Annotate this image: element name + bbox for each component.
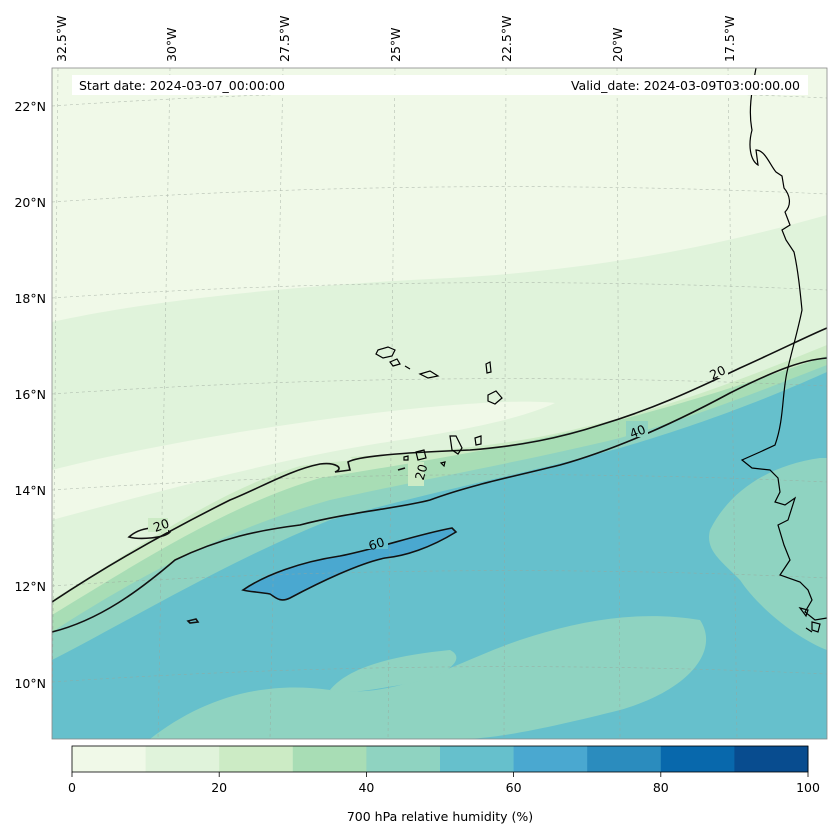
contour-labels: 20 20 20 40 60	[148, 362, 728, 553]
lat-label-20n: 20°N	[14, 195, 46, 210]
meridian-17-5w	[727, 68, 738, 739]
latitude-labels: 22°N 20°N 18°N 16°N 14°N 12°N 10°N	[14, 99, 46, 691]
start-date-label: Start date: 2024-03-07_00:00:00	[79, 78, 285, 93]
lat-label-12n: 12°N	[14, 579, 46, 594]
meridian-25w	[387, 68, 396, 739]
contour-20-main	[52, 327, 827, 603]
cape-verde-fogo	[415, 449, 427, 461]
lat-label-14n: 14°N	[14, 483, 46, 498]
cape-verde-santa-luzia	[404, 365, 411, 370]
colorbar-swatch	[219, 746, 294, 772]
cape-verde-extra	[439, 461, 446, 468]
lat-label-22n: 22°N	[14, 99, 46, 114]
contour-label-bg-20c	[706, 362, 728, 378]
colorbar-tick-label: 20	[211, 780, 227, 795]
contour-label-bg-40	[626, 421, 648, 437]
cape-verde-brava	[403, 455, 409, 461]
lon-label-17-5w: 17.5°W	[722, 16, 737, 62]
cape-verde-sal	[485, 361, 492, 374]
lat-label-10n: 10°N	[14, 676, 46, 691]
contour-60	[241, 527, 458, 601]
contour-20-small-mid	[397, 467, 406, 471]
colorbar-label: 700 hPa relative humidity (%)	[347, 809, 533, 824]
cape-verde-maio	[474, 435, 482, 446]
map-frame	[51, 67, 828, 740]
rh-fill-patch-east	[709, 458, 827, 650]
colorbar-swatch	[366, 746, 441, 772]
contour-20-small-west	[127, 527, 172, 540]
colorbar-ticks: 0 20 40 60 80 100	[68, 772, 820, 795]
contour-label-bg-20a	[148, 518, 168, 532]
meridian-30w	[157, 68, 171, 739]
bijagos-islands	[798, 607, 821, 633]
map-panel: 20 20 20 40 60	[52, 68, 827, 739]
contour-label-20-mid: 20	[412, 462, 431, 481]
colorbar-tick-label: 60	[506, 780, 522, 795]
africa-coastline	[740, 68, 827, 621]
colorbar-swatch	[145, 746, 220, 772]
colorbar-swatch	[72, 746, 147, 772]
colorbar-swatch	[734, 746, 809, 772]
rh-fill-dry-tongue	[52, 401, 555, 520]
rh-fill-patch-mid	[330, 650, 457, 693]
colorbar-swatch	[292, 746, 367, 772]
colorbar-swatch	[660, 746, 735, 772]
contour-label-bg-20b	[408, 462, 424, 486]
meridian-20w	[616, 68, 621, 739]
coastlines	[375, 68, 827, 633]
colorbar-swatch	[587, 746, 662, 772]
lon-label-32-5w: 32.5°W	[54, 16, 69, 62]
colorbar-tick-label: 40	[358, 780, 374, 795]
colorbar-swatch	[513, 746, 588, 772]
colorbar-swatches	[72, 746, 809, 772]
contour-label-20-west: 20	[151, 515, 171, 535]
lat-label-18n: 18°N	[14, 291, 46, 306]
lon-label-25w: 25°W	[388, 27, 403, 62]
lon-label-30w: 30°W	[164, 27, 179, 62]
contour-label-40: 40	[627, 421, 647, 441]
rh-fill-60-70	[243, 528, 456, 600]
lon-label-22-5w: 22.5°W	[499, 16, 514, 62]
contour-label-60: 60	[367, 534, 387, 553]
header-band	[72, 75, 808, 95]
contour-small-loop	[186, 618, 200, 624]
cape-verde-sao-nicolau	[418, 370, 440, 379]
colorbar-tick-label: 0	[68, 780, 76, 795]
contour-label-bg-60	[366, 533, 388, 549]
colorbar-frame	[71, 745, 809, 773]
cape-verde-boa-vista	[487, 390, 503, 405]
colorbar: 0 20 40 60 80 100 700 hPa relative humidity (…	[68, 745, 820, 824]
graticule	[52, 68, 827, 739]
valid-date-label: Valid_date: 2024-03-09T03:00:00.00	[571, 78, 800, 93]
cape-verde-santiago	[449, 435, 463, 455]
meridian-32-5w	[52, 68, 59, 739]
lon-label-20w: 20°W	[610, 27, 625, 62]
cape-verde-santo-antao	[375, 346, 396, 359]
meridian-27-5w	[269, 68, 284, 739]
colorbar-swatch	[440, 746, 515, 772]
colorbar-tick-label: 100	[796, 780, 820, 795]
contour-label-20-east: 20	[707, 362, 728, 382]
lon-label-27-5w: 27.5°W	[277, 16, 292, 62]
lat-label-16n: 16°N	[14, 387, 46, 402]
contour-40-main	[52, 357, 827, 633]
longitude-labels: 32.5°W 30°W 27.5°W 25°W 22.5°W 20°W 17.5…	[54, 16, 737, 62]
colorbar-tick-label: 80	[653, 780, 669, 795]
cape-verde-sao-vicente	[389, 358, 401, 367]
contours	[52, 327, 827, 633]
meridian-22-5w	[503, 68, 507, 739]
